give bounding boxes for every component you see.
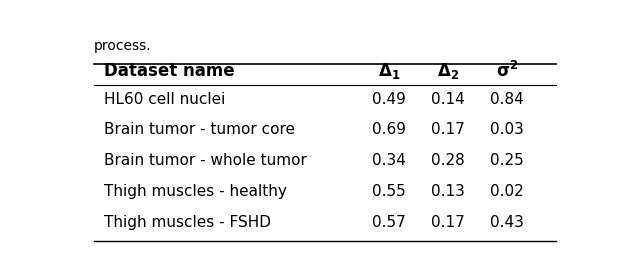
Text: 0.34: 0.34	[372, 153, 406, 168]
Text: Dataset name: Dataset name	[104, 62, 235, 80]
Text: Brain tumor - tumor core: Brain tumor - tumor core	[104, 122, 295, 137]
Text: 0.57: 0.57	[372, 215, 406, 230]
Text: 0.02: 0.02	[490, 184, 524, 199]
Text: 0.13: 0.13	[431, 184, 465, 199]
Text: 0.17: 0.17	[431, 122, 465, 137]
Text: 0.43: 0.43	[490, 215, 524, 230]
Text: 0.28: 0.28	[431, 153, 465, 168]
Text: 0.49: 0.49	[372, 92, 406, 107]
Text: 0.17: 0.17	[431, 215, 465, 230]
Text: 0.14: 0.14	[431, 92, 465, 107]
Text: 0.69: 0.69	[372, 122, 406, 137]
Text: $\mathbf{\Delta_2}$: $\mathbf{\Delta_2}$	[437, 61, 459, 81]
Text: $\mathbf{\Delta_1}$: $\mathbf{\Delta_1}$	[378, 61, 400, 81]
Text: Thigh muscles - healthy: Thigh muscles - healthy	[104, 184, 287, 199]
Text: process.: process.	[94, 39, 152, 54]
Text: $\mathbf{\sigma^2}$: $\mathbf{\sigma^2}$	[496, 61, 518, 81]
Text: HL60 cell nuclei: HL60 cell nuclei	[104, 92, 225, 107]
Text: 0.55: 0.55	[372, 184, 406, 199]
Text: Thigh muscles - FSHD: Thigh muscles - FSHD	[104, 215, 271, 230]
Text: Brain tumor - whole tumor: Brain tumor - whole tumor	[104, 153, 307, 168]
Text: 0.25: 0.25	[490, 153, 524, 168]
Text: 0.03: 0.03	[490, 122, 524, 137]
Text: 0.84: 0.84	[490, 92, 524, 107]
